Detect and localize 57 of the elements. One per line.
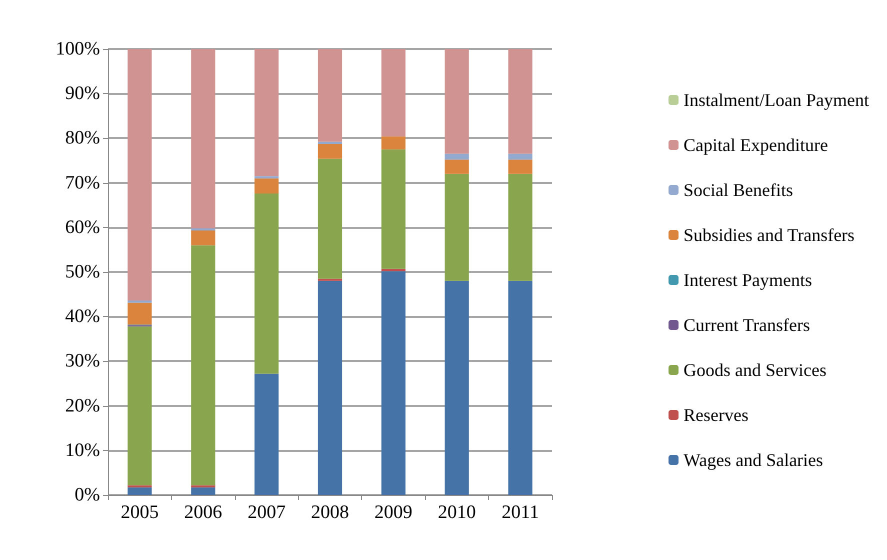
y-tick-label: 50% — [65, 262, 100, 282]
bar — [444, 49, 469, 154]
bar — [444, 160, 469, 174]
bar — [254, 374, 279, 495]
x-tick-label: 2009 — [374, 502, 412, 523]
y-tick-label: 70% — [65, 172, 100, 194]
y-tick-label: 80% — [65, 128, 100, 149]
bar — [508, 154, 532, 160]
bar — [191, 487, 216, 495]
y-tick-label: 10% — [65, 440, 100, 461]
bar — [318, 144, 342, 159]
legend-label: Instalment/Loan Payment — [684, 90, 870, 110]
legend-label: Social Benefits — [684, 180, 794, 200]
x-tick-label: 2011 — [502, 502, 539, 523]
y-tick-label: 0% — [74, 484, 100, 506]
y-tick-label: 40% — [65, 306, 100, 328]
legend-label: Wages and Salaries — [684, 450, 824, 470]
legend-label: Capital Expenditure — [684, 135, 828, 155]
legend-label: Current Transfers — [684, 315, 810, 335]
bar — [318, 158, 342, 279]
bar — [128, 487, 152, 495]
bar — [191, 230, 216, 246]
y-tick-label: 60% — [65, 216, 100, 238]
bar — [508, 280, 532, 495]
bar — [254, 178, 279, 194]
legend-label: Reserves — [684, 405, 749, 425]
bar — [444, 174, 469, 281]
x-tick-label: 2008 — [311, 502, 349, 523]
bar — [128, 302, 152, 325]
bar — [508, 160, 532, 174]
bar — [128, 326, 152, 486]
x-tick-label: 2007 — [248, 502, 286, 523]
legend-label: Interest Payments — [684, 270, 812, 290]
x-tick-label: 2006 — [184, 502, 222, 523]
y-tick-label: 20% — [65, 395, 100, 416]
x-tick-label: 2010 — [438, 502, 476, 523]
bar — [191, 49, 216, 228]
y-tick-label: 100% — [56, 38, 100, 60]
bar — [508, 174, 532, 281]
bar — [508, 49, 532, 154]
bar — [381, 136, 406, 150]
bar — [444, 154, 469, 160]
bar — [254, 49, 279, 176]
bar — [128, 49, 152, 301]
legend-label: Goods and Services — [684, 360, 827, 380]
bar — [381, 49, 406, 136]
bar — [381, 149, 406, 269]
x-tick-label: 2005 — [120, 502, 159, 523]
bar — [318, 280, 342, 495]
bar — [254, 194, 279, 374]
bar — [318, 49, 342, 142]
y-tick-label: 30% — [65, 350, 100, 372]
bar — [191, 245, 216, 486]
bar — [381, 271, 406, 495]
legend-label: Subsidies and Transfers — [684, 225, 855, 245]
bar — [444, 280, 469, 495]
y-tick-label: 90% — [65, 83, 100, 104]
